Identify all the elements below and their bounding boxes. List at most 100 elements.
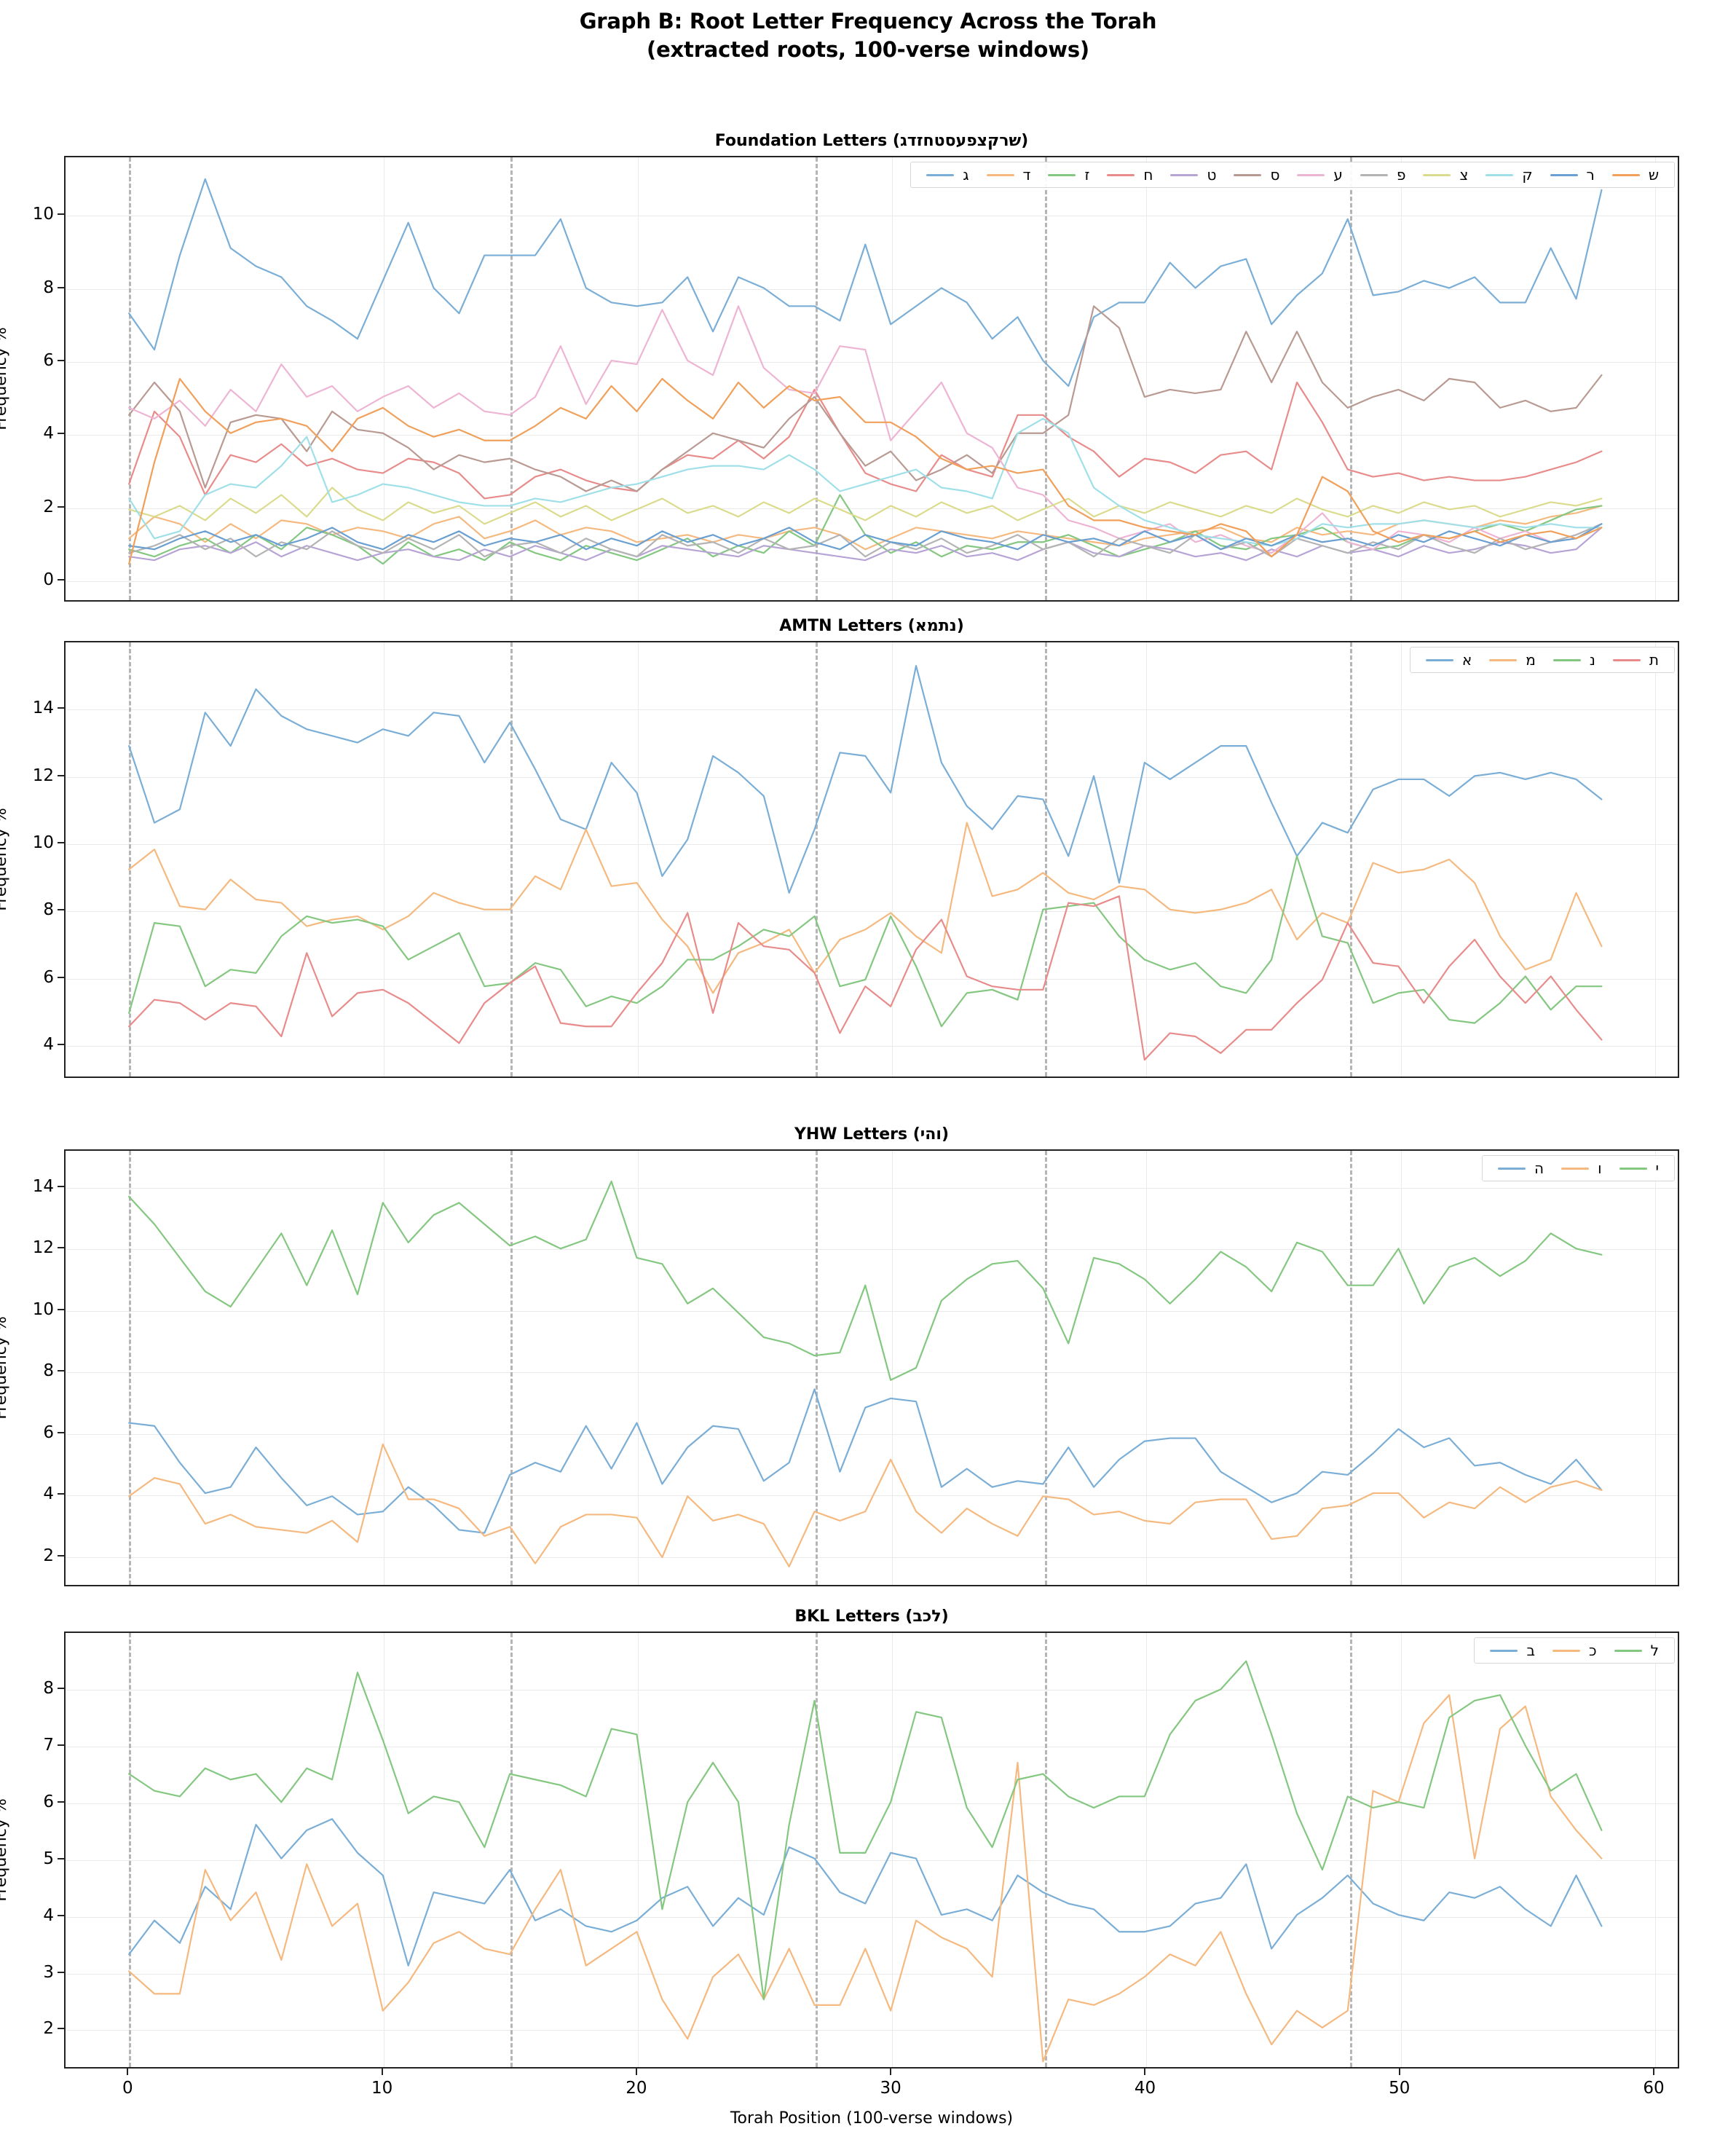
legend-item-פ[interactable]: פ — [1352, 168, 1415, 182]
legend-swatch-icon — [1561, 1167, 1590, 1170]
legend-swatch-icon — [1297, 173, 1325, 176]
plot-area-2 — [64, 1149, 1679, 1586]
book-boundary-line — [129, 1633, 132, 2067]
y-tick-mark — [58, 1247, 64, 1249]
y-gridline — [66, 1187, 1678, 1189]
legend-item-צ[interactable]: צ — [1414, 168, 1477, 182]
legend-label: ש — [1648, 166, 1659, 184]
y-tick-label: 8 — [43, 1361, 54, 1381]
y-gridline — [66, 2030, 1678, 2031]
legend-item-ש[interactable]: ש — [1603, 168, 1668, 182]
legend-item-ת[interactable]: ת — [1604, 653, 1668, 667]
y-tick-mark — [58, 1493, 64, 1495]
y-tick-mark — [58, 1308, 64, 1310]
y-gridline — [66, 435, 1678, 436]
legend-item-כ[interactable]: כ — [1544, 1643, 1606, 1658]
legend-label: ב — [1526, 1642, 1536, 1659]
legend-swatch-icon — [1612, 658, 1641, 661]
subplot-title-3: BKL Letters (לכב) — [794, 1607, 949, 1626]
legend-item-א[interactable]: א — [1417, 653, 1480, 667]
legend-item-ה[interactable]: ה — [1489, 1161, 1552, 1176]
y-tick-mark — [58, 774, 64, 776]
legend-item-ו[interactable]: ו — [1552, 1161, 1610, 1176]
x-gridline — [1146, 642, 1148, 1077]
legend-item-ד[interactable]: ד — [978, 168, 1040, 182]
legend-swatch-icon — [926, 173, 955, 176]
y-tick-label: 3 — [43, 1962, 54, 1982]
y-axis-label-2: Frequency % — [0, 1316, 10, 1420]
y-tick-label: 4 — [43, 1034, 54, 1054]
y-tick-mark — [58, 286, 64, 288]
series-layer — [128, 665, 1603, 1061]
legend-label: ע — [1333, 166, 1343, 184]
legend-swatch-icon — [1425, 658, 1453, 661]
series-line-א — [128, 665, 1603, 894]
book-boundary-line — [816, 1151, 818, 1585]
x-tick-mark — [890, 2069, 892, 2075]
legend-item-מ[interactable]: מ — [1480, 653, 1544, 667]
x-tick-mark — [381, 2069, 383, 2075]
y-tick-label: 2 — [43, 497, 54, 516]
y-tick-label: 6 — [43, 350, 54, 370]
plot-area-3 — [64, 1632, 1679, 2069]
x-gridline — [1146, 1633, 1148, 2067]
y-tick-label: 10 — [32, 205, 54, 224]
legend-swatch-icon — [1107, 173, 1135, 176]
legend-item-ק[interactable]: ק — [1477, 168, 1541, 182]
legend-item-י[interactable]: י — [1611, 1161, 1668, 1176]
legend-item-נ[interactable]: נ — [1544, 653, 1604, 667]
legend-swatch-icon — [986, 173, 1014, 176]
y-tick-label: 7 — [43, 1735, 54, 1755]
y-gridline — [66, 1803, 1678, 1804]
legend-item-ז[interactable]: ז — [1039, 168, 1098, 182]
y-tick-mark — [58, 578, 64, 580]
legend-item-ב[interactable]: ב — [1481, 1643, 1544, 1658]
y-gridline — [66, 776, 1678, 778]
legend-item-ס[interactable]: ס — [1225, 168, 1288, 182]
y-axis-label-3: Frequency % — [0, 1798, 10, 1902]
book-boundary-line — [510, 1151, 513, 1585]
y-tick-label: 12 — [32, 765, 54, 785]
subplot-bkl-letters: BKL Letters (לכב) Frequency % 2 3 4 5 6 7 8 ב כ ל — [0, 1607, 1679, 2069]
x-tick-label: 0 — [122, 2079, 133, 2098]
book-boundary-line — [1349, 1633, 1352, 2067]
book-boundary-line — [1044, 642, 1047, 1077]
x-tick-mark — [1398, 2069, 1400, 2075]
y-tick-label: 4 — [43, 1484, 54, 1504]
series-layer — [128, 1180, 1603, 1567]
y-tick-mark — [58, 909, 64, 911]
legend-label: ו — [1598, 1160, 1602, 1177]
y-axis-label-0: Frequency % — [0, 327, 10, 430]
x-gridline — [892, 642, 893, 1077]
y-gridline — [66, 1973, 1678, 1975]
y-tick-label: 8 — [43, 278, 54, 297]
legend-item-ע[interactable]: ע — [1288, 168, 1352, 182]
figure-title: Graph B: Root Letter Frequency Across th… — [579, 9, 1157, 63]
series-line-ע — [128, 305, 1603, 554]
legend-label: כ — [1589, 1642, 1597, 1659]
legend-item-ר[interactable]: ר — [1542, 168, 1603, 182]
y-tick-mark — [58, 1431, 64, 1433]
x-gridline — [1400, 1633, 1402, 2067]
y-gridline — [66, 508, 1678, 509]
legend-label: ג — [963, 166, 969, 184]
series-line-ד — [128, 505, 1603, 551]
book-boundary-line — [129, 157, 132, 600]
legend-swatch-icon — [1490, 1649, 1518, 1652]
legend-item-ל[interactable]: ל — [1606, 1643, 1668, 1658]
y-tick-mark — [58, 841, 64, 843]
x-gridline — [892, 157, 893, 600]
y-tick-label: 4 — [43, 424, 54, 444]
legend-item-ג[interactable]: ג — [918, 168, 977, 182]
legend-item-ח[interactable]: ח — [1098, 168, 1161, 182]
legend-item-ט[interactable]: ט — [1161, 168, 1225, 182]
book-boundary-line — [510, 642, 513, 1077]
series-line-ס — [128, 305, 1603, 492]
y-tick-mark — [58, 1914, 64, 1916]
y-tick-label: 14 — [32, 698, 54, 718]
subplot-amtn-letters: AMTN Letters (נתמא) Frequency % 4 6 8 10 12 1… — [0, 617, 1679, 1078]
